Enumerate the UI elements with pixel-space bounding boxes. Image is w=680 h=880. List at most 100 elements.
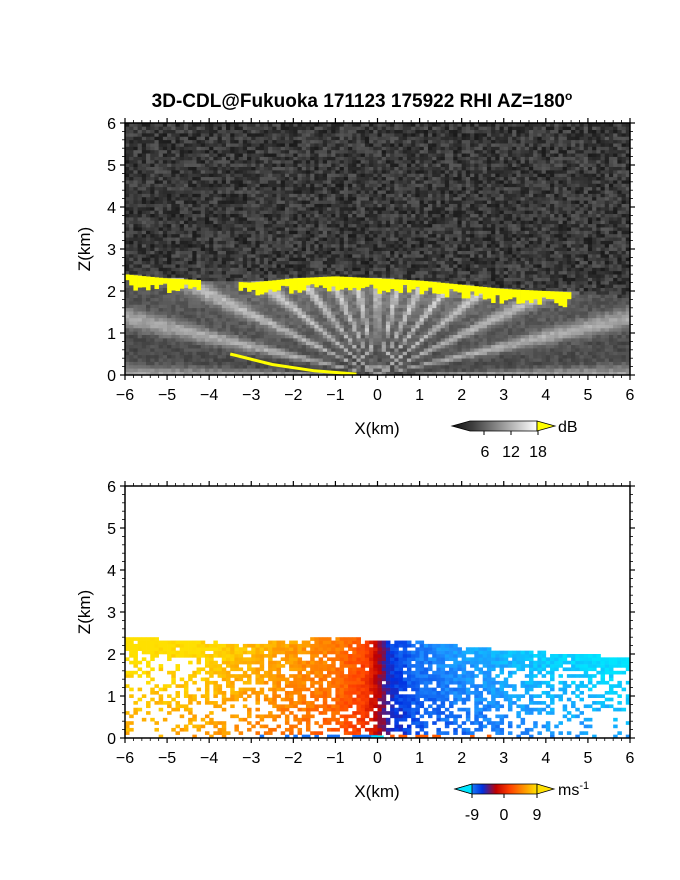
reflectivity-cell — [289, 217, 294, 221]
reflectivity-cell — [335, 334, 340, 339]
reflectivity-cell — [310, 230, 315, 235]
reflectivity-cell — [234, 136, 239, 141]
reflectivity-cell — [255, 126, 260, 131]
reflectivity-cell — [348, 129, 353, 134]
reflectivity-cell — [268, 324, 273, 329]
reflectivity-cell — [167, 139, 172, 144]
reflectivity-cell — [293, 156, 298, 161]
reflectivity-cell — [221, 274, 227, 278]
reflectivity-cell — [162, 207, 168, 211]
reflectivity-cell — [154, 183, 159, 188]
reflectivity-cell — [369, 213, 374, 218]
reflectivity-cell — [175, 203, 181, 208]
reflectivity-cell — [310, 213, 315, 218]
reflectivity-cell — [289, 227, 294, 231]
chart-title: 3D-CDL@Fukuoka 171123 175922 RHI AZ=180o — [152, 89, 573, 112]
reflectivity-cell — [230, 368, 235, 372]
reflectivity-cell — [150, 210, 155, 215]
reflectivity-cell — [188, 196, 193, 201]
reflectivity-cell — [352, 243, 357, 248]
reflectivity-cell — [146, 311, 151, 315]
reflectivity-cell — [242, 176, 248, 181]
reflectivity-cell — [247, 200, 252, 204]
reflectivity-cell — [314, 287, 319, 292]
reflectivity-cell — [293, 217, 298, 221]
reflectivity-cell — [238, 267, 244, 272]
reflectivity-cell — [301, 334, 307, 339]
reflectivity-cell — [221, 139, 227, 144]
reflectivity-cell — [226, 153, 231, 157]
reflectivity-cell — [356, 291, 361, 295]
reflectivity-cell — [209, 173, 214, 178]
reflectivity-cell — [364, 307, 370, 312]
reflectivity-cell — [339, 294, 345, 299]
reflectivity-cell — [289, 368, 294, 372]
reflectivity-cell — [381, 327, 387, 332]
reflectivity-cell — [204, 166, 210, 171]
reflectivity-cell — [238, 264, 244, 268]
reflectivity-cell — [310, 371, 315, 376]
reflectivity-cell — [373, 264, 378, 268]
reflectivity-cell — [318, 227, 324, 231]
reflectivity-cell — [339, 156, 345, 161]
reflectivity-cell — [200, 364, 206, 369]
reflectivity-cell — [322, 213, 328, 218]
reflectivity-cell — [381, 351, 387, 356]
reflectivity-cell — [179, 163, 185, 167]
reflectivity-cell — [175, 129, 181, 134]
reflectivity-cell — [381, 311, 387, 315]
reflectivity-cell — [381, 267, 387, 272]
reflectivity-cell — [209, 223, 214, 228]
reflectivity-cell — [348, 267, 353, 272]
reflectivity-cell — [238, 311, 244, 315]
reflectivity-cell — [385, 203, 391, 208]
reflectivity-cell — [188, 247, 193, 251]
reflectivity-cell — [247, 136, 252, 141]
reflectivity-cell — [327, 364, 332, 369]
reflectivity-cell — [369, 190, 374, 194]
reflectivity-cell — [322, 163, 328, 167]
reflectivity-cell — [209, 237, 214, 241]
reflectivity-cell — [259, 327, 265, 332]
reflectivity-cell — [234, 223, 239, 228]
reflectivity-cell — [301, 170, 307, 174]
reflectivity-cell — [335, 247, 340, 251]
reflectivity-cell — [272, 341, 277, 346]
reflectivity-cell — [255, 203, 260, 208]
reflectivity-cell — [276, 129, 282, 134]
reflectivity-cell — [129, 307, 134, 312]
reflectivity-cell — [226, 190, 231, 194]
reflectivity-cell — [213, 170, 218, 174]
reflectivity-cell — [188, 254, 193, 258]
reflectivity-cell — [171, 237, 176, 241]
reflectivity-cell — [280, 240, 286, 245]
reflectivity-cell — [276, 307, 282, 312]
reflectivity-cell — [226, 230, 231, 235]
reflectivity-cell — [373, 341, 378, 346]
reflectivity-cell — [133, 196, 138, 201]
reflectivity-cell — [356, 368, 361, 372]
reflectivity-cell — [221, 133, 227, 137]
reflectivity-cell — [314, 230, 319, 235]
reflectivity-cell — [204, 149, 210, 154]
reflectivity-cell — [364, 176, 370, 181]
reflectivity-cell — [247, 126, 252, 131]
reflectivity-cell — [276, 338, 282, 342]
reflectivity-cell — [230, 170, 235, 174]
reflectivity-cell — [234, 324, 239, 329]
reflectivity-cell — [310, 176, 315, 181]
reflectivity-cell — [322, 210, 328, 215]
reflectivity-cell — [318, 348, 324, 352]
reflectivity-cell — [255, 159, 260, 164]
reflectivity-cell — [129, 183, 134, 188]
reflectivity-cell — [310, 200, 315, 204]
reflectivity-cell — [348, 368, 353, 372]
reflectivity-cell — [268, 304, 273, 309]
reflectivity-cell — [369, 173, 374, 178]
reflectivity-cell — [179, 364, 185, 369]
reflectivity-cell — [381, 314, 387, 319]
reflectivity-cell — [390, 123, 395, 127]
reflectivity-cell — [268, 338, 273, 342]
reflectivity-cell — [385, 207, 391, 211]
